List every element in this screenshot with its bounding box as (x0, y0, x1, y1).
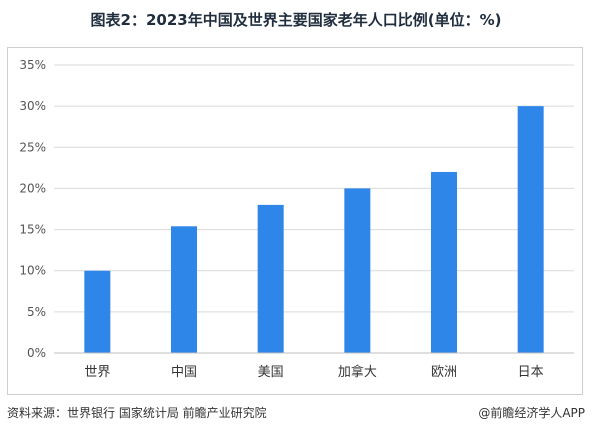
x-category-label: 日本 (518, 365, 544, 380)
x-category-label: 美国 (258, 365, 284, 380)
source-note: 资料来源：世界银行 国家统计局 前瞻产业研究院 (7, 406, 267, 420)
bars (84, 106, 544, 353)
x-category-label: 中国 (171, 365, 197, 380)
bar (517, 106, 544, 353)
bar (344, 188, 371, 353)
brand-credit: @前瞻经济学人APP (478, 406, 585, 420)
chart-frame: 0% 5% 10% 15% 20% 25% 30% 35% 世界 中国 美国 加拿大 欧洲 日本 (7, 47, 583, 395)
y-tick-label: 5% (27, 305, 46, 319)
y-tick-label: 30% (19, 99, 46, 113)
y-tick-label: 10% (19, 264, 46, 278)
y-tick-label: 0% (27, 346, 46, 360)
x-category-label: 欧洲 (431, 365, 457, 380)
y-tick-label: 25% (19, 140, 46, 154)
bar-chart: 0% 5% 10% 15% 20% 25% 30% 35% 世界 中国 美国 加拿大 欧洲 日本 (19, 58, 574, 380)
chart-title: 图表2：2023年中国及世界主要国家老年人口比例(单位：%) (90, 11, 502, 29)
bar (171, 226, 197, 353)
axis-labels: 0% 5% 10% 15% 20% 25% 30% 35% 世界 中国 美国 加拿大 欧洲 日本 (19, 58, 543, 380)
bar (431, 171, 457, 353)
bar (257, 204, 284, 353)
bar (84, 270, 111, 353)
x-category-label: 世界 (84, 365, 110, 380)
x-category-label: 加拿大 (338, 364, 377, 380)
y-tick-label: 35% (19, 58, 46, 72)
gridlines (54, 64, 574, 313)
y-tick-label: 15% (19, 223, 46, 237)
y-tick-label: 20% (19, 181, 46, 195)
